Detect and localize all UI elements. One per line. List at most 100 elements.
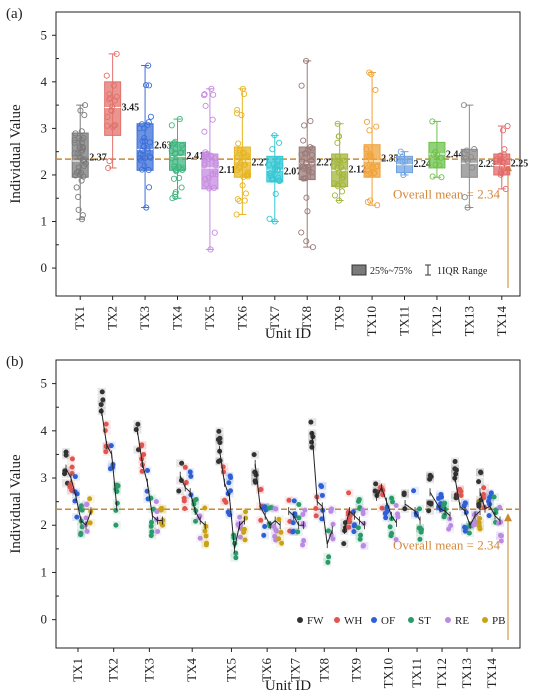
data-point-re [237, 514, 243, 520]
data-point [75, 164, 82, 171]
data-point [75, 193, 82, 201]
mean-label: 2.23 [478, 159, 496, 170]
data-point [371, 169, 378, 176]
data-point-st [79, 507, 85, 513]
data-point [498, 170, 505, 177]
data-point [234, 196, 241, 203]
data-point [145, 184, 153, 191]
x-tick-label: TX9 [348, 658, 363, 682]
data-point-fw [251, 452, 257, 458]
data-point [368, 71, 375, 78]
data-point [175, 163, 183, 171]
data-point [103, 72, 110, 79]
legend-label-pb: PB [492, 615, 505, 627]
x-tick-label: TX6 [234, 306, 249, 330]
legend: FW WH OF ST RE PB [297, 615, 505, 627]
data-point [147, 113, 154, 120]
data-point [303, 238, 310, 245]
y-tick-label: 1 [41, 564, 48, 579]
data-point [340, 174, 347, 181]
y-tick-label: 2 [41, 517, 48, 532]
data-point [106, 158, 113, 165]
data-point-st [148, 533, 154, 539]
data-point [208, 85, 215, 92]
data-point [335, 158, 342, 166]
data-point-st [114, 482, 120, 488]
panel-b: 0 1 2 3 4 5 Individual Value TX1 TX2 TX3 TX4 TX5 TX6… [6, 354, 521, 690]
data-point [113, 93, 120, 100]
data-point [471, 146, 478, 153]
y-tick-label: 2 [41, 167, 48, 182]
y-tick-label: 3 [41, 470, 48, 485]
data-point-st [295, 529, 301, 535]
data-point [277, 162, 284, 169]
box-tx1: 2.37 [71, 102, 107, 223]
data-point [331, 192, 338, 199]
mean-label: 2.12 [349, 164, 367, 175]
overall-mean-label: Overall mean = 2.34 [393, 187, 500, 202]
data-point-of [462, 501, 468, 507]
legend-label-of: OF [381, 615, 395, 627]
data-point [234, 106, 241, 113]
data-point-of [108, 443, 114, 449]
data-point-fw [476, 501, 482, 507]
group-tx1 [62, 448, 95, 539]
data-point [141, 163, 148, 170]
data-point [71, 150, 78, 157]
mean-connector [218, 449, 245, 549]
data-point-of [263, 507, 269, 513]
data-point-re [498, 519, 504, 525]
data-point [209, 116, 216, 123]
x-tick-label: TX7 [288, 658, 303, 682]
data-point [429, 173, 436, 180]
data-point-of [436, 495, 442, 501]
data-point [212, 162, 219, 169]
data-point-wh [182, 464, 188, 470]
data-point [78, 136, 85, 143]
group-tx9 [340, 488, 369, 551]
data-point-of [319, 492, 325, 498]
data-point [109, 124, 116, 131]
data-point [236, 164, 243, 172]
data-point [364, 198, 371, 205]
mean-connector [65, 468, 92, 527]
data-point-pb [278, 529, 284, 535]
data-point-fw [452, 459, 458, 465]
data-point-st [114, 500, 120, 506]
data-point [298, 229, 305, 236]
data-point-of [319, 516, 325, 522]
box-tx9: 2.12 [330, 120, 367, 204]
overall-mean-arrowhead [504, 513, 512, 522]
data-point [235, 140, 242, 147]
plot-frame [55, 11, 521, 297]
mean-label: 2.35 [381, 154, 399, 165]
data-point [107, 94, 114, 101]
data-point-re [471, 512, 477, 518]
data-point-fw [99, 389, 105, 395]
data-point [170, 175, 178, 182]
legend-label-fw: FW [307, 615, 324, 627]
data-point-st [441, 514, 447, 520]
data-point-fw [453, 471, 459, 477]
data-point [141, 125, 148, 132]
data-point-re [84, 502, 90, 508]
data-point [244, 173, 252, 180]
group-tx5 [215, 427, 249, 562]
legend-swatch-of [371, 617, 377, 623]
mean-label: 2.27 [316, 157, 334, 168]
data-point [201, 128, 208, 135]
data-point-wh [69, 464, 75, 470]
data-point-st [388, 533, 394, 539]
mean-label: 2.44 [446, 149, 464, 160]
data-point [372, 86, 379, 94]
data-point [330, 163, 337, 170]
data-point [242, 154, 250, 161]
data-point [142, 154, 149, 161]
data-point-fw [428, 474, 434, 480]
data-point [276, 139, 283, 146]
data-point [275, 174, 282, 181]
data-point-pb [477, 516, 483, 522]
data-point-re [360, 511, 366, 517]
data-point-of [261, 532, 267, 538]
data-point [234, 159, 241, 166]
